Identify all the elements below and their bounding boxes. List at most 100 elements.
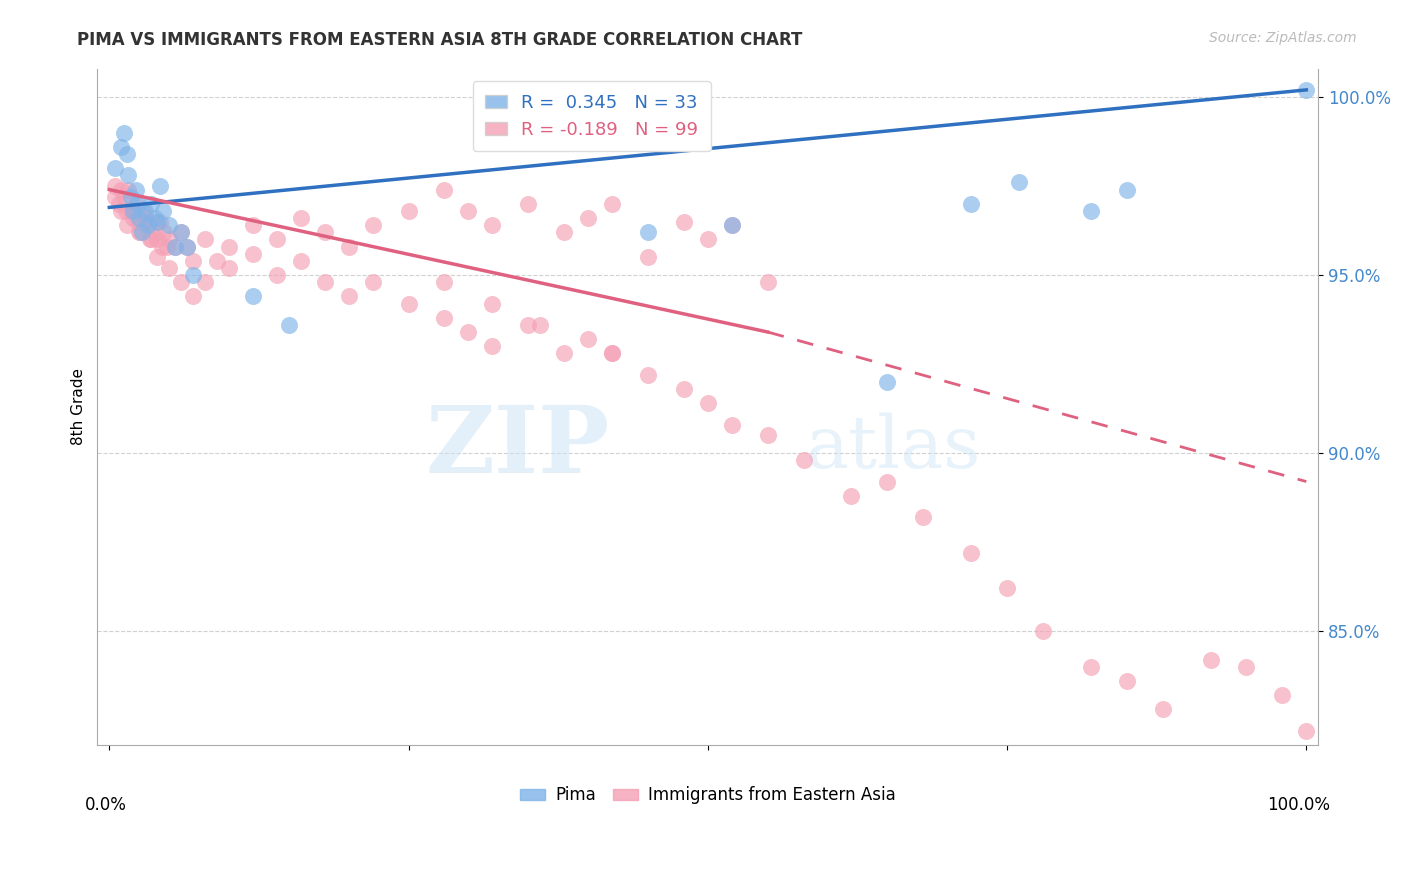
Point (104, 190, 127, 204)
Point (128, 225, 150, 239)
Point (637, 250, 659, 264)
Point (122, 203, 145, 218)
Point (314, 275, 336, 289)
Point (152, 203, 174, 218)
Point (141, 197, 163, 211)
Text: atlas: atlas (806, 412, 981, 483)
Point (960, 197, 983, 211)
Point (242, 289, 264, 303)
Point (181, 268, 204, 282)
Point (481, 339, 503, 353)
Point (1236, 659, 1258, 673)
Point (433, 310, 456, 325)
Text: ZIP: ZIP (426, 402, 610, 492)
Point (793, 453, 815, 467)
Point (205, 253, 228, 268)
Point (1080, 203, 1102, 218)
Point (876, 475, 898, 489)
Point (517, 197, 540, 211)
Point (146, 250, 169, 264)
Point (150, 239, 173, 253)
Point (112, 126, 135, 140)
Point (115, 203, 138, 218)
Point (117, 218, 139, 232)
Point (876, 375, 898, 389)
Point (481, 296, 503, 310)
Point (672, 382, 695, 396)
Point (176, 239, 198, 253)
Point (127, 214, 149, 228)
Point (132, 203, 155, 218)
Point (637, 368, 659, 382)
Point (290, 253, 312, 268)
Point (1008, 176, 1031, 190)
Point (146, 232, 169, 246)
Point (122, 203, 145, 218)
Point (117, 147, 139, 161)
Point (120, 190, 142, 204)
Point (218, 239, 240, 253)
Point (361, 275, 384, 289)
Point (481, 218, 503, 232)
Point (157, 218, 180, 232)
Point (337, 239, 360, 253)
Point (218, 260, 240, 275)
Point (1152, 702, 1174, 716)
Point (756, 275, 779, 289)
Point (127, 197, 149, 211)
Point (529, 318, 551, 332)
Point (290, 211, 312, 225)
Text: PIMA VS IMMIGRANTS FROM EASTERN ASIA 8TH GRADE CORRELATION CHART: PIMA VS IMMIGRANTS FROM EASTERN ASIA 8TH… (77, 31, 803, 49)
Point (157, 232, 180, 246)
Point (457, 325, 479, 339)
Point (457, 203, 479, 218)
Point (1080, 659, 1102, 673)
Point (141, 214, 163, 228)
Point (194, 232, 217, 246)
Point (637, 225, 659, 239)
Point (112, 190, 135, 204)
Point (141, 232, 163, 246)
Point (696, 396, 718, 410)
Point (696, 232, 718, 246)
Point (110, 183, 132, 197)
Point (143, 225, 166, 239)
Point (1295, 723, 1317, 738)
Point (194, 275, 217, 289)
Point (143, 211, 166, 225)
Point (108, 197, 131, 211)
Point (165, 239, 187, 253)
Point (720, 218, 742, 232)
Point (1032, 624, 1054, 639)
Point (720, 417, 742, 432)
Point (149, 214, 172, 228)
Point (995, 582, 1018, 596)
Point (136, 218, 159, 232)
Text: 100.0%: 100.0% (1267, 796, 1330, 814)
Point (170, 225, 193, 239)
Point (756, 428, 779, 442)
Point (600, 346, 623, 360)
Text: 0.0%: 0.0% (86, 796, 127, 814)
Point (960, 546, 983, 560)
Point (1199, 652, 1222, 666)
Point (124, 183, 146, 197)
Point (337, 289, 360, 303)
Point (176, 239, 198, 253)
Point (117, 169, 139, 183)
Point (266, 268, 288, 282)
Point (600, 197, 623, 211)
Point (576, 211, 599, 225)
Point (117, 183, 139, 197)
Point (120, 203, 142, 218)
Point (672, 214, 695, 228)
Point (129, 225, 152, 239)
Point (157, 260, 180, 275)
Point (110, 203, 132, 218)
Point (398, 203, 420, 218)
Point (134, 214, 156, 228)
Point (912, 510, 935, 524)
Point (242, 218, 264, 232)
Point (110, 140, 132, 154)
Point (277, 318, 299, 332)
